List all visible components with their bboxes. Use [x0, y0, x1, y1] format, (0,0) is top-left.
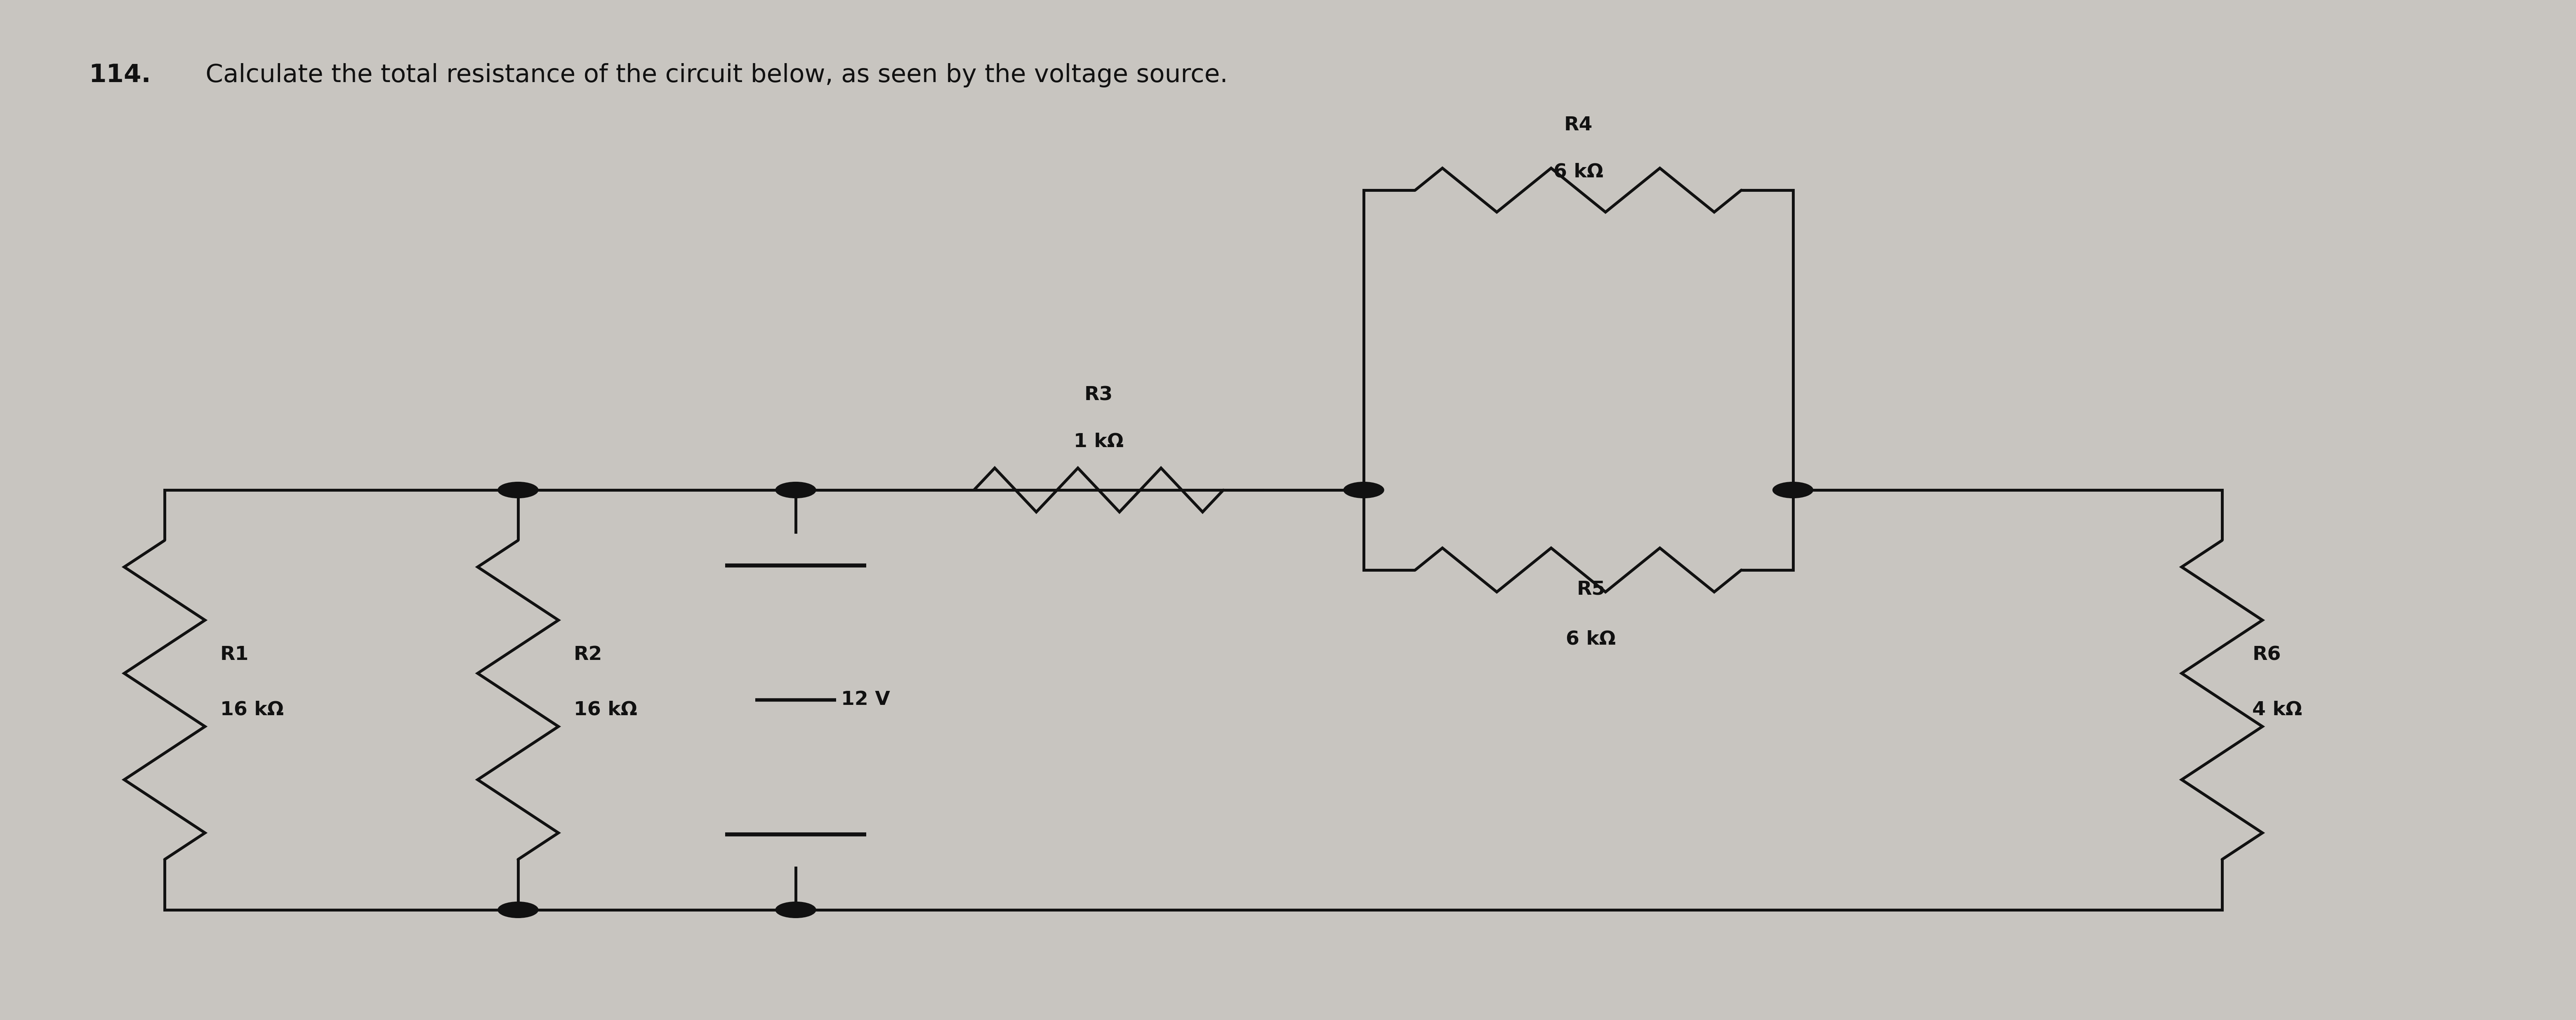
Text: R1: R1	[219, 646, 250, 664]
Circle shape	[1345, 482, 1383, 498]
Text: 6 kΩ: 6 kΩ	[1553, 163, 1602, 182]
Circle shape	[497, 902, 538, 918]
Text: 4 kΩ: 4 kΩ	[2251, 701, 2303, 719]
Circle shape	[1772, 482, 1814, 498]
Circle shape	[497, 482, 538, 498]
Text: Calculate the total resistance of the circuit below, as seen by the voltage sour: Calculate the total resistance of the ci…	[198, 63, 1229, 88]
Text: R5: R5	[1577, 580, 1605, 599]
Text: 114.: 114.	[90, 63, 152, 88]
Text: R3: R3	[1084, 386, 1113, 404]
Text: R4: R4	[1564, 116, 1592, 135]
Text: 12 V: 12 V	[842, 691, 891, 709]
Text: 6 kΩ: 6 kΩ	[1566, 630, 1615, 649]
Text: R2: R2	[574, 646, 603, 664]
Circle shape	[775, 902, 817, 918]
Text: 1 kΩ: 1 kΩ	[1074, 432, 1123, 451]
Text: 16 kΩ: 16 kΩ	[219, 701, 283, 719]
Text: R6: R6	[2251, 646, 2280, 664]
Text: 16 kΩ: 16 kΩ	[574, 701, 636, 719]
Circle shape	[775, 482, 817, 498]
